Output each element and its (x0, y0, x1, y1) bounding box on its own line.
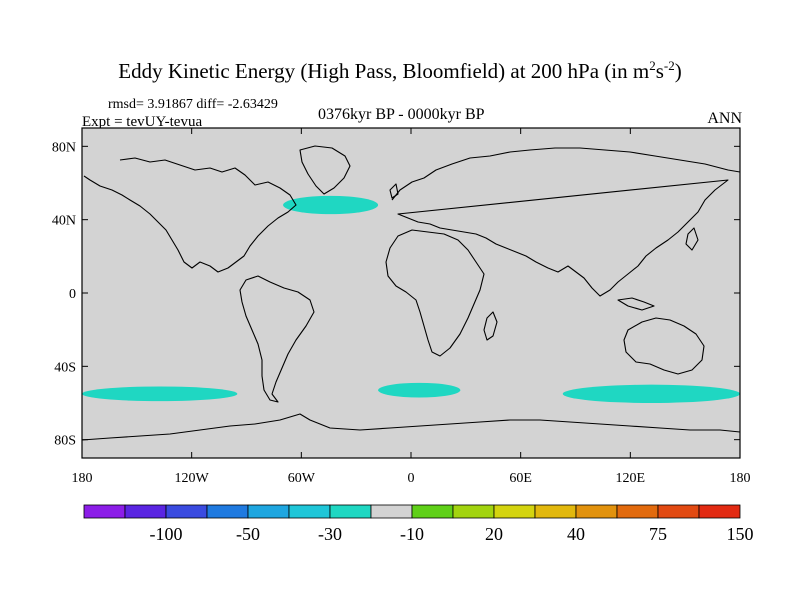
coast-japan (685, 227, 699, 251)
colorbar (83, 504, 741, 519)
colorbar-label-1: -50 (236, 524, 260, 544)
coastlines (82, 145, 740, 441)
lat-label-0: 80N (52, 140, 76, 155)
coast-australia (623, 317, 705, 375)
colorbar-box-12 (575, 504, 618, 519)
lon-label-1: 120W (175, 471, 210, 486)
anomaly-south-atlantic (378, 382, 461, 398)
colorbar-box-11 (534, 504, 577, 519)
colorbar-box-15 (698, 504, 741, 519)
coast-eurasia (391, 147, 740, 297)
coast-antarctica (82, 413, 740, 441)
colorbar-box-7 (370, 504, 413, 519)
axis-ticks (81, 128, 741, 458)
lon-label-2: 60W (288, 471, 316, 486)
colorbar-box-14 (657, 504, 700, 519)
colorbar-box-0 (83, 504, 126, 519)
lon-label-5: 120E (616, 471, 646, 486)
colorbar-box-13 (616, 504, 659, 519)
experiment-label: Expt = tevUY-tevua (82, 114, 203, 130)
colorbar-box-9 (452, 504, 495, 519)
lat-label-3: 40S (54, 360, 76, 375)
lon-label-3: 0 (408, 471, 415, 486)
colorbar-box-4 (247, 504, 290, 519)
colorbar-box-6 (329, 504, 372, 519)
season-label: ANN (707, 110, 742, 127)
colorbar-label-2: -30 (318, 524, 342, 544)
lat-label-2: 0 (69, 287, 76, 302)
colorbar-label-3: -10 (400, 524, 424, 544)
anomaly-south-indian (562, 384, 740, 404)
period-label: 0376kyr BP - 0000kyr BP (318, 106, 485, 123)
colorbar-box-5 (288, 504, 331, 519)
coast-north-america (83, 157, 297, 273)
coast-south-america (239, 275, 315, 403)
lon-label-4: 60E (509, 471, 532, 486)
anomaly-north-atlantic (283, 195, 379, 215)
coast-madagascar (483, 311, 498, 341)
lon-label-0: 180 (72, 471, 93, 486)
colorbar-label-5: 40 (567, 524, 585, 544)
anomaly-south-pacific (82, 386, 238, 402)
lat-label-4: 80S (54, 434, 76, 449)
colorbar-label-4: 20 (485, 524, 503, 544)
colorbar-label-6: 75 (649, 524, 667, 544)
coast-africa (385, 229, 485, 357)
colorbar-labels: -100 -50 -30 -10 20 40 75 150 (150, 524, 754, 544)
coast-indonesia (617, 297, 655, 311)
axis-tick-labels: 80N 40N 0 40S 80S 180 120W 60W 0 60E 120E 180 (52, 140, 751, 486)
lon-label-6: 180 (730, 471, 751, 486)
anomaly-layer (82, 195, 740, 404)
colorbar-box-10 (493, 504, 536, 519)
stats-text: rmsd= 3.91867 diff= -2.63429 (108, 97, 278, 112)
map-background (82, 128, 740, 458)
colorbar-label-0: -100 (150, 524, 183, 544)
lat-label-1: 40N (52, 214, 76, 229)
colorbar-label-7: 150 (727, 524, 754, 544)
coast-greenland (299, 145, 351, 195)
colorbar-box-2 (165, 504, 208, 519)
colorbar-box-3 (206, 504, 249, 519)
coast-uk (389, 183, 399, 199)
colorbar-box-1 (124, 504, 167, 519)
chart-title: Eddy Kinetic Energy (High Pass, Bloomfie… (118, 58, 682, 83)
colorbar-box-8 (411, 504, 454, 519)
